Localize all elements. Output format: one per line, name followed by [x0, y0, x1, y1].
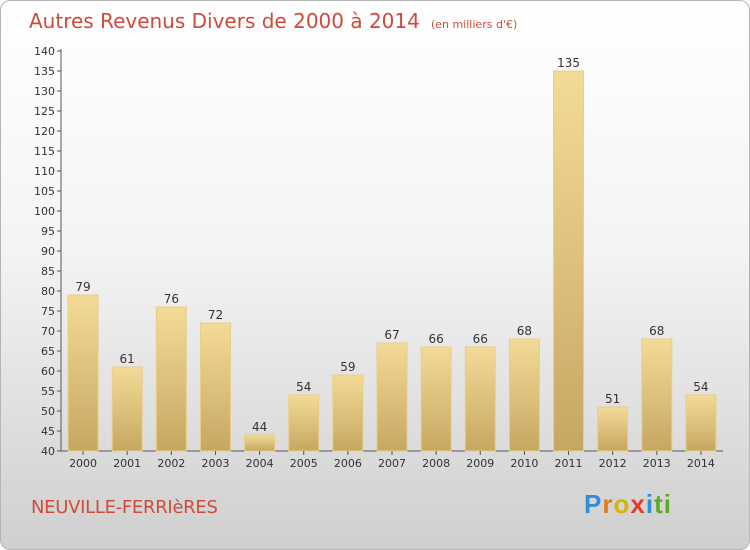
bar: [67, 294, 99, 452]
x-tick-label: 2005: [290, 457, 318, 470]
data-label: 54: [693, 380, 708, 394]
bar: [332, 374, 364, 452]
x-tick-label: 2010: [510, 457, 538, 470]
proxiti-logo: Proxiti: [584, 489, 672, 520]
logo-letter: i: [645, 489, 655, 519]
y-tick-label: 105: [34, 185, 55, 198]
data-label: 59: [340, 360, 355, 374]
y-tick-label: 50: [41, 405, 55, 418]
title-row: Autres Revenus Divers de 2000 à 2014 (en…: [29, 9, 517, 33]
x-tick-label: 2014: [687, 457, 715, 470]
bar: [199, 322, 231, 452]
logo-letter: P: [584, 489, 603, 519]
bar: [685, 394, 717, 452]
x-tick-label: 2003: [201, 457, 229, 470]
y-tick-label: 65: [41, 345, 55, 358]
commune-name: NEUVILLE-FERRIèRES: [31, 497, 218, 518]
y-tick-label: 130: [34, 85, 55, 98]
data-label: 72: [208, 308, 223, 322]
bar: [420, 346, 452, 452]
data-label: 66: [428, 332, 443, 346]
y-tick-label: 125: [34, 105, 55, 118]
y-tick-label: 70: [41, 325, 55, 338]
y-tick-label: 95: [41, 225, 55, 238]
x-tick-label: 2004: [246, 457, 274, 470]
data-label: 68: [517, 324, 532, 338]
x-tick-label: 2001: [113, 457, 141, 470]
y-tick-label: 120: [34, 125, 55, 138]
bar: [244, 434, 276, 452]
y-tick-label: 85: [41, 265, 55, 278]
data-label: 79: [75, 280, 90, 294]
bar: [597, 406, 629, 452]
y-tick-label: 115: [34, 145, 55, 158]
x-tick-label: 2013: [643, 457, 671, 470]
bar: [376, 342, 408, 452]
data-label: 54: [296, 380, 311, 394]
y-tick-label: 100: [34, 205, 55, 218]
bar: [155, 306, 187, 452]
x-tick-label: 2012: [599, 457, 627, 470]
bar: [111, 366, 143, 452]
y-tick-label: 110: [34, 165, 55, 178]
x-tick-label: 2002: [157, 457, 185, 470]
logo-letter: ti: [654, 489, 672, 519]
y-tick-label: 55: [41, 385, 55, 398]
x-tick-label: 2011: [555, 457, 583, 470]
bar: [288, 394, 320, 452]
bar: [553, 70, 585, 452]
data-label: 44: [252, 420, 267, 434]
data-label: 51: [605, 392, 620, 406]
data-label: 68: [649, 324, 664, 338]
y-tick-label: 90: [41, 245, 55, 258]
data-label: 76: [164, 292, 179, 306]
chart-subtitle: (en milliers d'€): [430, 18, 518, 31]
data-label: 135: [557, 56, 580, 70]
x-tick-label: 2000: [69, 457, 97, 470]
y-tick-label: 140: [34, 45, 55, 58]
bar: [464, 346, 496, 452]
y-tick-label: 80: [41, 285, 55, 298]
x-tick-label: 2007: [378, 457, 406, 470]
chart-title: Autres Revenus Divers de 2000 à 2014: [29, 9, 420, 33]
bar: [508, 338, 540, 452]
y-tick-label: 40: [41, 445, 55, 458]
data-label: 66: [473, 332, 488, 346]
logo-letter: x: [630, 489, 646, 519]
data-label: 61: [120, 352, 135, 366]
logo-letter: o: [613, 489, 631, 519]
x-tick-label: 2008: [422, 457, 450, 470]
y-tick-label: 60: [41, 365, 55, 378]
x-tick-label: 2009: [466, 457, 494, 470]
y-tick-label: 75: [41, 305, 55, 318]
data-label: 67: [384, 328, 399, 342]
bar: [641, 338, 673, 452]
y-tick-label: 135: [34, 65, 55, 78]
y-tick-label: 45: [41, 425, 55, 438]
logo-letter: r: [602, 489, 614, 519]
x-tick-label: 2006: [334, 457, 362, 470]
